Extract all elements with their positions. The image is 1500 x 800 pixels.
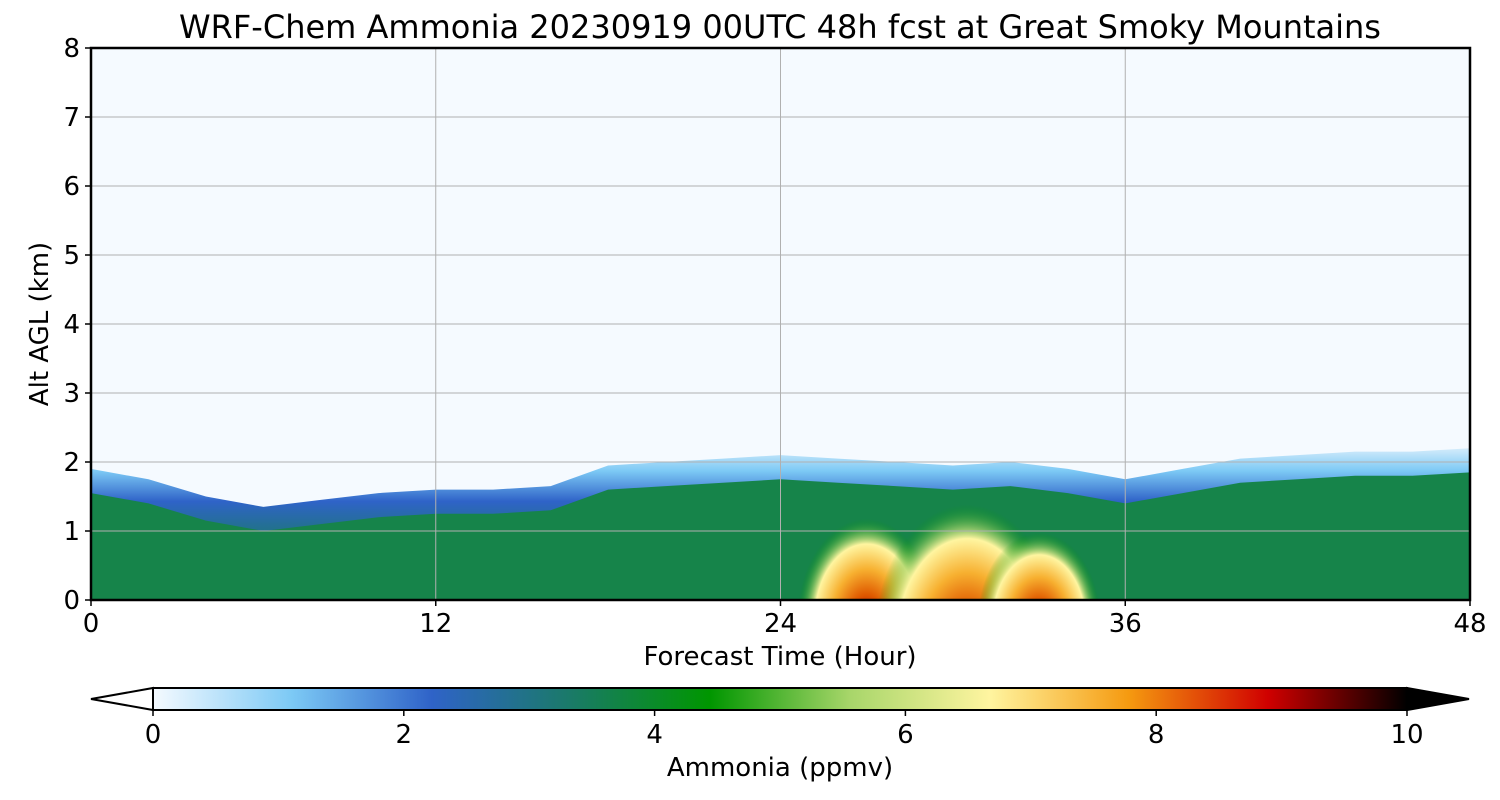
chart-title: WRF-Chem Ammonia 20230919 00UTC 48h fcst… (179, 8, 1381, 46)
colorbar-tick-label-8: 8 (1148, 720, 1165, 750)
x-tick-label-24: 24 (764, 609, 797, 639)
colorbar-label: Ammonia (ppmv) (667, 753, 893, 783)
y-tick-label-5: 5 (63, 241, 80, 271)
y-tick-label-7: 7 (63, 103, 80, 133)
y-tick-label-4: 4 (63, 310, 80, 340)
x-tick-label-48: 48 (1453, 609, 1486, 639)
plot-area (89, 46, 1472, 602)
colorbar-tick-label-6: 6 (897, 720, 914, 750)
y-tick-label-8: 8 (63, 34, 80, 64)
colorbar-tick-label-0: 0 (145, 720, 162, 750)
y-tick-label-0: 0 (63, 586, 80, 616)
y-tick-label-6: 6 (63, 172, 80, 202)
colorbar-tick-label-10: 10 (1390, 720, 1423, 750)
y-tick-label-2: 2 (63, 448, 80, 478)
colorbar-tick-label-2: 2 (396, 720, 413, 750)
colorbar-tick-label-4: 4 (646, 720, 663, 750)
y-axis-label: Alt AGL (km) (25, 242, 55, 406)
y-tick-label-1: 1 (63, 517, 80, 547)
ammonia-hotspot-3 (977, 496, 1101, 600)
x-axis-label: Forecast Time (Hour) (643, 642, 916, 672)
x-tick-label-0: 0 (83, 609, 100, 639)
y-tick-label-3: 3 (63, 379, 80, 409)
colorbar-high-extend (1406, 686, 1470, 712)
x-tick-label-36: 36 (1109, 609, 1142, 639)
colorbar: 0 2 4 6 8 10 Ammonia (ppmv) (90, 686, 1470, 783)
colorbar-low-extend (90, 686, 154, 712)
x-tick-label-12: 12 (419, 609, 452, 639)
colorbar-strip (152, 687, 1408, 711)
